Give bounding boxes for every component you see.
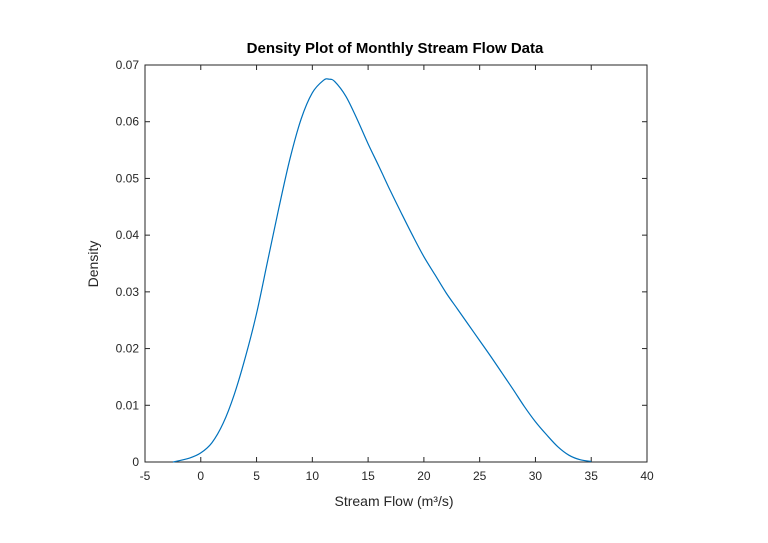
y-axis: 0 0.01 0.02 0.03 0.04 0.05 0.06 0.07 (116, 58, 647, 469)
x-tick-label: -5 (140, 469, 151, 483)
plot-frame (144, 64, 648, 463)
x-tick-label: 25 (473, 469, 487, 483)
y-tick-label: 0.02 (116, 342, 140, 356)
y-tick-label: 0.05 (116, 171, 140, 185)
x-axis-label: Stream Flow (m³/s) (335, 493, 454, 509)
x-tick-label: 40 (640, 469, 654, 483)
y-tick-label: 0 (132, 455, 139, 469)
y-tick-label: 0.06 (116, 115, 140, 129)
y-tick-label: 0.01 (116, 398, 140, 412)
x-tick-label: 5 (253, 469, 260, 483)
density-line (172, 78, 592, 463)
y-tick-label: 0.04 (116, 228, 140, 242)
x-tick-label: 30 (529, 469, 543, 483)
x-axis: -5 0 5 10 15 20 25 30 35 40 (140, 65, 654, 483)
series-layer (172, 78, 592, 463)
x-tick-label: 15 (361, 469, 375, 483)
x-tick-label: 35 (585, 469, 599, 483)
y-tick-label: 0.07 (116, 58, 140, 72)
x-tick-label: 20 (417, 469, 431, 483)
x-tick-label: 0 (197, 469, 204, 483)
y-axis-label: Density (85, 241, 101, 288)
x-tick-label: 10 (306, 469, 320, 483)
plot-area (144, 64, 648, 463)
y-tick-label: 0.03 (116, 285, 140, 299)
chart-title: Density Plot of Monthly Stream Flow Data (247, 40, 544, 57)
